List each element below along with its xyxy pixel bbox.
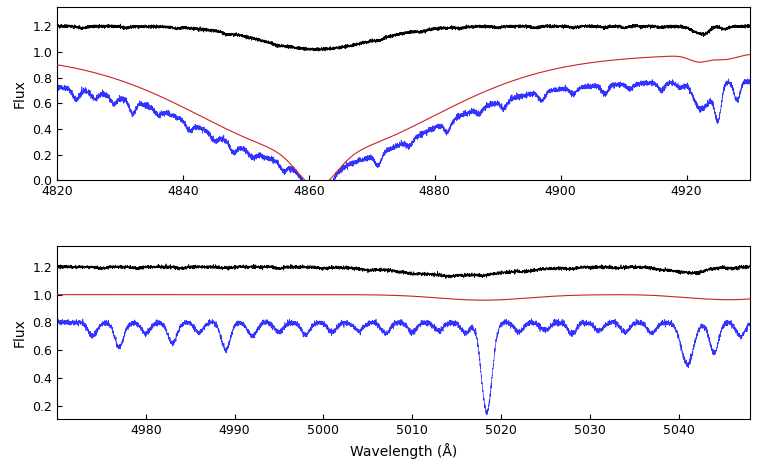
- X-axis label: Wavelength (Å): Wavelength (Å): [350, 443, 457, 459]
- Y-axis label: Flux: Flux: [13, 79, 27, 108]
- Y-axis label: Flux: Flux: [13, 318, 27, 347]
